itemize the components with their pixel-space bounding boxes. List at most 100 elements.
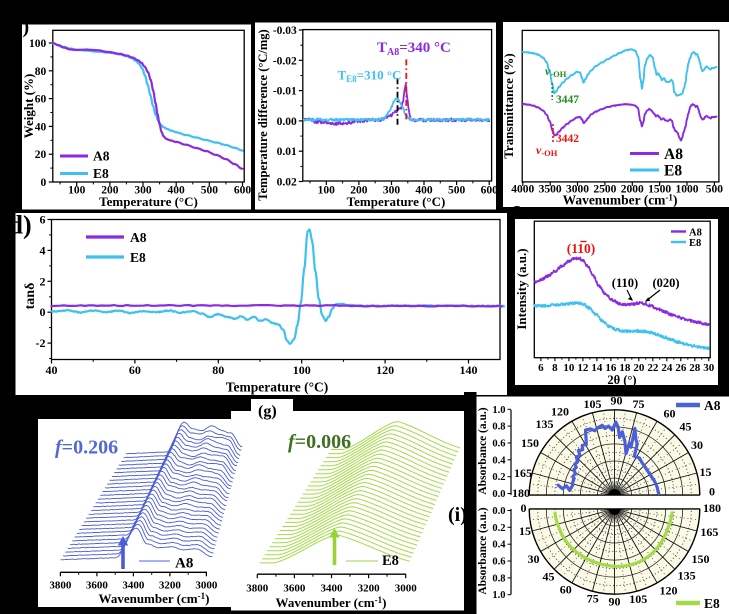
svg-text:1000: 1000	[675, 184, 698, 196]
svg-text:A8: A8	[130, 230, 147, 245]
svg-text:140: 140	[460, 363, 478, 377]
svg-text:2θ (°): 2θ (°)	[607, 373, 636, 387]
svg-text:4000: 4000	[511, 184, 534, 196]
svg-text:135: 135	[536, 417, 554, 431]
svg-text:200: 200	[350, 185, 368, 197]
svg-text:28: 28	[689, 362, 701, 374]
svg-text:500: 500	[706, 184, 724, 196]
svg-text:Absorbance (a.u.): Absorbance (a.u.)	[477, 407, 489, 494]
svg-text:10: 10	[563, 362, 575, 374]
svg-text:180: 180	[703, 501, 721, 515]
svg-text:2500: 2500	[593, 184, 616, 196]
svg-text:105: 105	[584, 397, 602, 411]
svg-text:(110): (110)	[567, 241, 596, 256]
svg-text:3600: 3600	[86, 580, 109, 592]
svg-text:3447: 3447	[556, 94, 579, 106]
svg-text:120: 120	[660, 584, 678, 598]
svg-text:(i): (i)	[448, 504, 467, 526]
svg-text:60: 60	[664, 407, 676, 421]
svg-text:80: 80	[212, 363, 224, 377]
svg-text:1500: 1500	[648, 184, 671, 196]
svg-text:-0.03: -0.03	[273, 25, 297, 37]
svg-text:0.00: 0.00	[277, 116, 297, 128]
svg-text:100: 100	[293, 363, 311, 377]
svg-text:E8: E8	[382, 553, 399, 569]
svg-text:0.0: 0.0	[492, 489, 505, 500]
svg-text:Temperature (°C): Temperature (°C)	[226, 380, 329, 395]
svg-text:60: 60	[35, 94, 47, 106]
svg-text:18: 18	[619, 362, 631, 374]
svg-text:120: 120	[376, 363, 394, 377]
svg-text:30: 30	[528, 552, 540, 566]
svg-text:135: 135	[678, 569, 696, 583]
svg-text:3442: 3442	[556, 133, 579, 145]
svg-text:0.6: 0.6	[492, 438, 505, 449]
svg-text:Temperature (°C): Temperature (°C)	[99, 194, 198, 209]
svg-text:0: 0	[40, 305, 46, 319]
svg-text:A8: A8	[664, 146, 683, 163]
svg-text:165: 165	[700, 525, 718, 539]
svg-text:45: 45	[543, 570, 555, 584]
svg-text:0.02: 0.02	[277, 177, 297, 189]
svg-text:Transmittance (%): Transmittance (%)	[501, 53, 516, 159]
svg-text:90: 90	[609, 595, 621, 609]
svg-text:3800: 3800	[49, 580, 72, 592]
svg-text:6: 6	[538, 362, 544, 374]
svg-text:3600: 3600	[283, 583, 306, 595]
svg-text:3400: 3400	[122, 580, 145, 592]
svg-text:45: 45	[680, 420, 692, 434]
svg-text:Weight (%): Weight (%)	[21, 74, 36, 139]
svg-text:-2: -2	[36, 336, 46, 350]
svg-text:30: 30	[691, 438, 703, 452]
svg-text:300: 300	[383, 185, 401, 197]
svg-text:4: 4	[40, 243, 46, 257]
svg-text:(020): (020)	[652, 276, 679, 290]
svg-text:(g): (g)	[258, 403, 277, 420]
svg-text:26: 26	[675, 362, 687, 374]
svg-text:75: 75	[587, 592, 599, 606]
svg-text:60: 60	[129, 363, 141, 377]
svg-text:0: 0	[41, 177, 47, 189]
svg-text:3500: 3500	[539, 184, 562, 196]
svg-text:500: 500	[201, 185, 219, 197]
svg-text:2000: 2000	[621, 184, 644, 196]
svg-text:400: 400	[415, 185, 433, 197]
svg-text:0.2: 0.2	[492, 523, 505, 534]
svg-text:E8: E8	[93, 166, 109, 181]
svg-text:60: 60	[560, 583, 572, 597]
svg-text:200: 200	[101, 185, 119, 197]
svg-text:6: 6	[40, 213, 46, 227]
svg-text:100: 100	[68, 185, 86, 197]
svg-text:A8: A8	[175, 556, 193, 572]
svg-text:3000: 3000	[195, 580, 218, 592]
svg-text:f=0.206: f=0.206	[55, 437, 118, 459]
svg-text:500: 500	[448, 185, 466, 197]
svg-text:2: 2	[40, 274, 46, 288]
svg-text:15: 15	[700, 465, 712, 479]
svg-text:A8: A8	[689, 228, 702, 239]
svg-text:150: 150	[521, 436, 539, 450]
svg-text:600: 600	[481, 185, 499, 197]
svg-text:0.4: 0.4	[492, 540, 506, 551]
svg-text:0.4: 0.4	[492, 455, 506, 466]
svg-text:40: 40	[46, 363, 58, 377]
svg-text:20: 20	[35, 149, 47, 161]
svg-text:1.0: 1.0	[492, 590, 505, 601]
svg-text:165: 165	[514, 466, 532, 480]
svg-text:Wavenumber (cm-1): Wavenumber (cm-1)	[563, 193, 678, 208]
svg-text:f=0.006: f=0.006	[288, 431, 351, 453]
svg-text:12: 12	[577, 362, 589, 374]
svg-text:0.8: 0.8	[492, 573, 505, 584]
svg-text:tanδ: tanδ	[23, 283, 38, 310]
svg-text:E8: E8	[689, 238, 701, 249]
svg-text:Temperature (°C): Temperature (°C)	[347, 194, 446, 209]
svg-text:Absorbance (a.u.): Absorbance (a.u.)	[477, 507, 489, 594]
svg-text:0.2: 0.2	[492, 472, 505, 483]
svg-text:80: 80	[35, 66, 47, 78]
svg-text:100: 100	[29, 38, 47, 50]
svg-text:0.01: 0.01	[277, 146, 297, 158]
svg-text:A8: A8	[93, 149, 110, 164]
svg-text:20: 20	[633, 362, 645, 374]
svg-text:100: 100	[318, 185, 336, 197]
svg-text:22: 22	[647, 362, 659, 374]
